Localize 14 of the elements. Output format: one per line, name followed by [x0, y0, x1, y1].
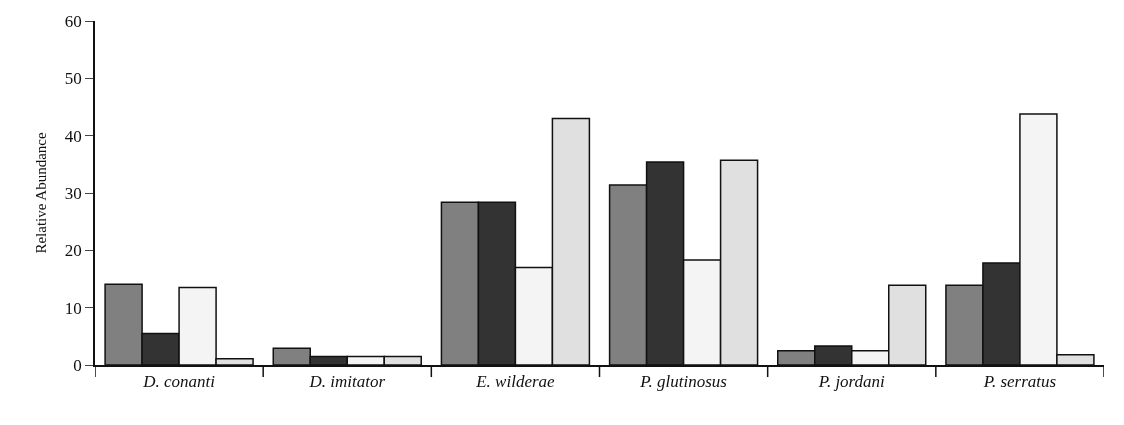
y-axis-title: Relative Abundance [32, 132, 49, 254]
y-tick-label: 60 [64, 11, 82, 31]
y-tick-label: 20 [64, 241, 82, 261]
x-tick-label: P. serratus [982, 372, 1057, 392]
x-tick-label: D. imitator [308, 372, 386, 392]
y-tick-label: 30 [64, 183, 82, 203]
y-tick-label: 50 [64, 69, 82, 89]
x-tick-label: P. jordani [817, 372, 886, 392]
x-tick-label: E. wilderae [475, 372, 556, 392]
y-tick-label: 10 [64, 298, 82, 318]
y-tick-label: 40 [64, 126, 82, 146]
x-tick-label: D. conanti [142, 372, 216, 392]
y-tick-label: 0 [73, 355, 82, 375]
x-tick-label: P. glutinosus [639, 372, 728, 392]
